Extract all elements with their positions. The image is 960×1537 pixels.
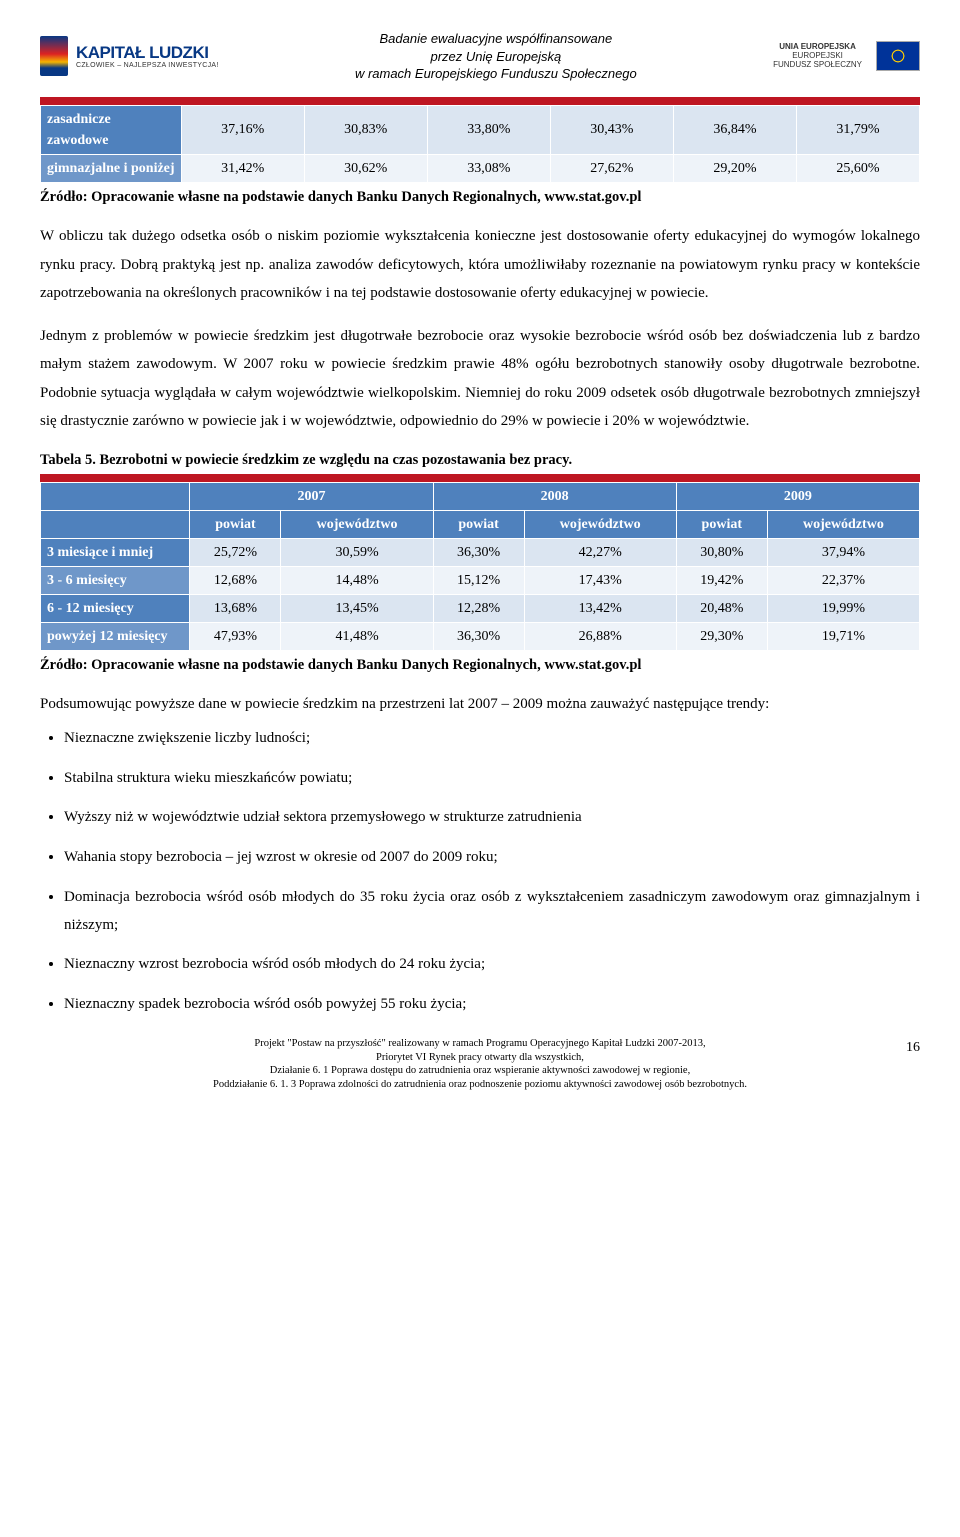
cell: 13,68% — [190, 594, 281, 622]
eu-flag-icon — [876, 41, 920, 71]
cell: 19,71% — [767, 622, 919, 650]
cell: 30,59% — [281, 538, 433, 566]
cell: 36,30% — [433, 622, 524, 650]
cell: 42,27% — [524, 538, 676, 566]
cell: 29,30% — [676, 622, 767, 650]
kl-sub: CZŁOWIEK – NAJLEPSZA INWESTYCJA! — [76, 62, 219, 69]
cell: 33,08% — [427, 154, 550, 182]
trends-list: Nieznaczne zwiększenie liczby ludności; … — [46, 725, 920, 1019]
list-item: Dominacja bezrobocia wśród osób młodych … — [64, 884, 920, 940]
cell: 20,48% — [676, 594, 767, 622]
paragraph-2: Jednym z problemów w powiecie średzkim j… — [40, 322, 920, 436]
cell: 25,72% — [190, 538, 281, 566]
table-row: 6 - 12 miesięcy 13,68% 13,45% 12,28% 13,… — [41, 594, 920, 622]
table2-title: Tabela 5. Bezrobotni w powiecie średzkim… — [40, 450, 920, 472]
sub-header: województwo — [281, 510, 433, 538]
kl-title: KAPITAŁ LUDZKI — [76, 44, 219, 62]
row-label: zasadnicze zawodowe — [41, 105, 182, 154]
eu-line3: FUNDUSZ SPOŁECZNY — [773, 61, 862, 70]
cell: 15,12% — [433, 566, 524, 594]
paragraph-3: Podsumowując powyższe dane w powiecie śr… — [40, 690, 920, 719]
sub-header: powiat — [676, 510, 767, 538]
footer-line: Projekt "Postaw na przyszłość" realizowa… — [40, 1037, 920, 1051]
sub-header: powiat — [433, 510, 524, 538]
cell: 41,48% — [281, 622, 433, 650]
page-number: 16 — [906, 1039, 920, 1057]
list-item: Stabilna struktura wieku mieszkańców pow… — [64, 765, 920, 793]
cell: 47,93% — [190, 622, 281, 650]
cell: 27,62% — [550, 154, 673, 182]
table1-source: Źródło: Opracowanie własne na podstawie … — [40, 187, 920, 209]
cell: 13,45% — [281, 594, 433, 622]
header-center-text: Badanie ewaluacyjne współfinansowane prz… — [219, 30, 773, 83]
table-row: 3 miesiące i mniej 25,72% 30,59% 36,30% … — [41, 538, 920, 566]
cell: 30,43% — [550, 105, 673, 154]
list-item: Wahania stopy bezrobocia – jej wzrost w … — [64, 844, 920, 872]
footer-line: Poddziałanie 6. 1. 3 Poprawa zdolności d… — [40, 1078, 920, 1092]
table-row: 3 - 6 miesięcy 12,68% 14,48% 15,12% 17,4… — [41, 566, 920, 594]
cell: 29,20% — [673, 154, 796, 182]
cell: 25,60% — [796, 154, 919, 182]
cell: 14,48% — [281, 566, 433, 594]
footer-line: Działanie 6. 1 Poprawa dostępu do zatrud… — [40, 1064, 920, 1078]
footer-line: Priorytet VI Rynek pracy otwarty dla wsz… — [40, 1051, 920, 1065]
row-label: powyżej 12 miesięcy — [41, 622, 190, 650]
cell: 31,42% — [181, 154, 304, 182]
sub-header: województwo — [767, 510, 919, 538]
cell: 30,62% — [304, 154, 427, 182]
cell: 26,88% — [524, 622, 676, 650]
table-row: powyżej 12 miesięcy 47,93% 41,48% 36,30%… — [41, 622, 920, 650]
paragraph-1: W obliczu tak dużego odsetka osób o nisk… — [40, 222, 920, 308]
list-item: Nieznaczny wzrost bezrobocia wśród osób … — [64, 951, 920, 979]
cell: 12,68% — [190, 566, 281, 594]
row-label: 6 - 12 miesięcy — [41, 594, 190, 622]
row-label: 3 - 6 miesięcy — [41, 566, 190, 594]
table2-source: Źródło: Opracowanie własne na podstawie … — [40, 655, 920, 677]
page-header: KAPITAŁ LUDZKI CZŁOWIEK – NAJLEPSZA INWE… — [40, 30, 920, 83]
cell: 36,84% — [673, 105, 796, 154]
cell: 30,80% — [676, 538, 767, 566]
list-item: Wyższy niż w województwie udział sektora… — [64, 804, 920, 832]
table-row: zasadnicze zawodowe 37,16% 30,83% 33,80%… — [41, 105, 920, 154]
cell: 36,30% — [433, 538, 524, 566]
cell: 13,42% — [524, 594, 676, 622]
sub-header: województwo — [524, 510, 676, 538]
logo-eu: UNIA EUROPEJSKA EUROPEJSKI FUNDUSZ SPOŁE… — [773, 41, 920, 71]
table-header-years: 2007 2008 2009 — [41, 482, 920, 510]
year-header: 2007 — [190, 482, 433, 510]
cell: 37,16% — [181, 105, 304, 154]
list-item: Nieznaczne zwiększenie liczby ludności; — [64, 725, 920, 753]
table2-accent-bar — [40, 474, 920, 482]
list-item: Nieznaczny spadek bezrobocia wśród osób … — [64, 991, 920, 1019]
row-label: 3 miesiące i mniej — [41, 538, 190, 566]
cell: 19,99% — [767, 594, 919, 622]
cell: 22,37% — [767, 566, 919, 594]
year-header: 2009 — [676, 482, 919, 510]
cell: 30,83% — [304, 105, 427, 154]
table1: zasadnicze zawodowe 37,16% 30,83% 33,80%… — [40, 105, 920, 183]
cell: 19,42% — [676, 566, 767, 594]
kl-icon — [40, 36, 68, 76]
logo-kapital-ludzki: KAPITAŁ LUDZKI CZŁOWIEK – NAJLEPSZA INWE… — [40, 36, 219, 76]
cell: 12,28% — [433, 594, 524, 622]
row-label: gimnazjalne i poniżej — [41, 154, 182, 182]
year-header: 2008 — [433, 482, 676, 510]
table2: 2007 2008 2009 powiat województwo powiat… — [40, 482, 920, 651]
page-footer: 16 Projekt "Postaw na przyszłość" realiz… — [40, 1037, 920, 1092]
cell: 17,43% — [524, 566, 676, 594]
table-header-sub: powiat województwo powiat województwo po… — [41, 510, 920, 538]
cell: 37,94% — [767, 538, 919, 566]
table-row: gimnazjalne i poniżej 31,42% 30,62% 33,0… — [41, 154, 920, 182]
cell: 33,80% — [427, 105, 550, 154]
cell: 31,79% — [796, 105, 919, 154]
table1-accent-bar — [40, 97, 920, 105]
sub-header: powiat — [190, 510, 281, 538]
